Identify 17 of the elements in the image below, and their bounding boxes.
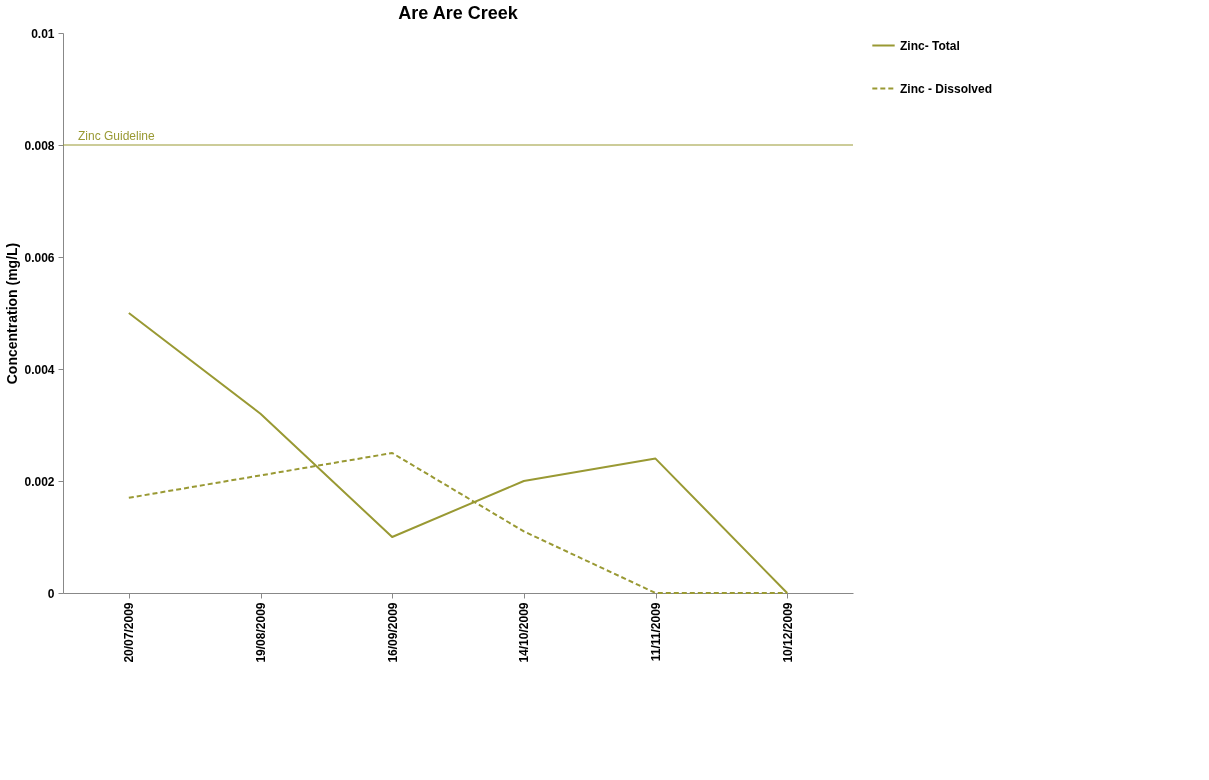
y-tick-label: 0.008 xyxy=(24,138,55,153)
y-tick-label: 0.002 xyxy=(24,474,55,489)
x-tick-label: 20/07/2009 xyxy=(122,602,137,663)
y-tick-label: 0.01 xyxy=(31,26,55,41)
legend-label: Zinc- Total xyxy=(900,38,960,53)
y-tick-label: 0.004 xyxy=(24,362,55,377)
ref-line-label: Zinc Guideline xyxy=(78,129,156,143)
x-tick-label: 10/12/2009 xyxy=(780,602,795,663)
legend-label: Zinc - Dissolved xyxy=(900,81,993,96)
x-tick-label: 19/08/2009 xyxy=(254,602,268,663)
x-tick-label: 11/11/2009 xyxy=(649,602,663,662)
x-tick-label: 14/10/2009 xyxy=(517,602,532,663)
y-axis-title: Concentration (mg/L) xyxy=(4,242,21,385)
x-tick-label: 16/09/2009 xyxy=(385,602,400,663)
chart-title: Are Are Creek xyxy=(398,3,519,23)
y-tick-label: 0 xyxy=(47,586,55,601)
y-tick-label: 0.006 xyxy=(24,250,55,265)
